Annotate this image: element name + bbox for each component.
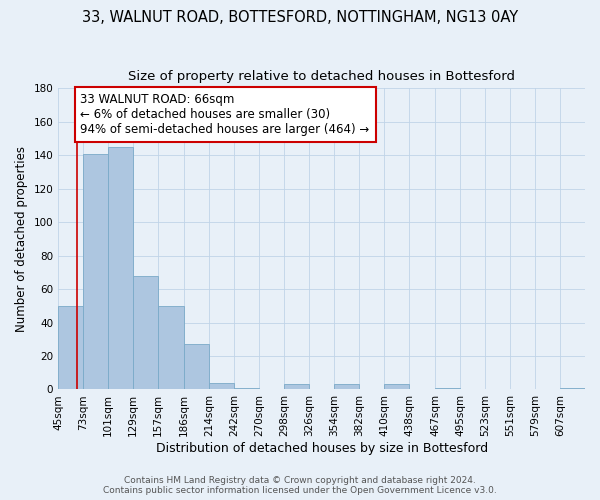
Bar [435, 388, 460, 390]
Title: Size of property relative to detached houses in Bottesford: Size of property relative to detached ho… [128, 70, 515, 83]
Bar [334, 384, 359, 390]
Bar [234, 388, 259, 390]
Text: Contains HM Land Registry data © Crown copyright and database right 2024.
Contai: Contains HM Land Registry data © Crown c… [103, 476, 497, 495]
Bar [58, 306, 83, 390]
Y-axis label: Number of detached properties: Number of detached properties [15, 146, 28, 332]
Bar [560, 388, 585, 390]
Bar [284, 384, 309, 390]
Bar [133, 276, 158, 390]
Bar [108, 147, 133, 390]
Bar [83, 154, 108, 390]
Text: 33, WALNUT ROAD, BOTTESFORD, NOTTINGHAM, NG13 0AY: 33, WALNUT ROAD, BOTTESFORD, NOTTINGHAM,… [82, 10, 518, 25]
Bar [209, 383, 234, 390]
Bar [384, 384, 409, 390]
X-axis label: Distribution of detached houses by size in Bottesford: Distribution of detached houses by size … [155, 442, 488, 455]
Bar [158, 306, 184, 390]
Bar [184, 344, 209, 390]
Text: 33 WALNUT ROAD: 66sqm
← 6% of detached houses are smaller (30)
94% of semi-detac: 33 WALNUT ROAD: 66sqm ← 6% of detached h… [80, 94, 370, 136]
